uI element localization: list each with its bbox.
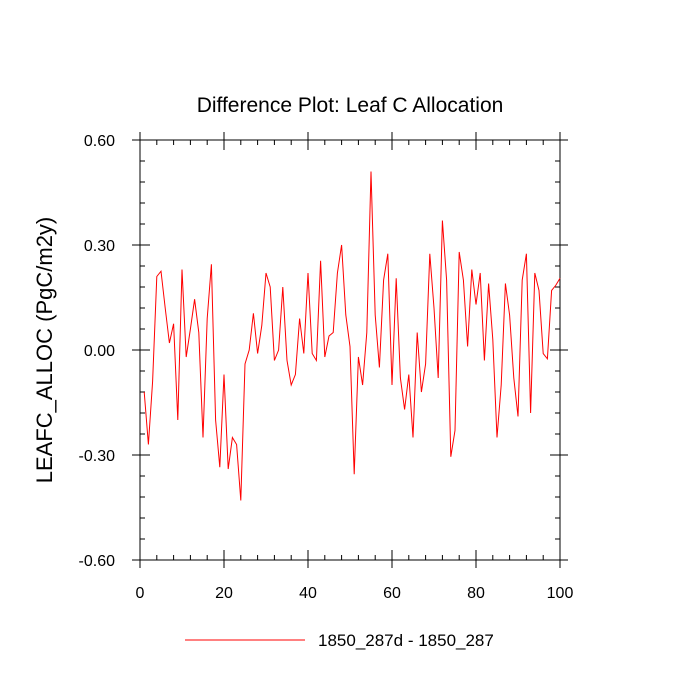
x-tick-label: 80 xyxy=(467,585,485,602)
x-tick-label: 20 xyxy=(215,585,233,602)
y-tick-label: 0.30 xyxy=(84,238,115,255)
y-tick-label: 0.00 xyxy=(84,343,115,360)
x-tick-label: 60 xyxy=(383,585,401,602)
legend-label-0: 1850_287d - 1850_287 xyxy=(318,631,494,650)
y-axis-label: LEAFC_ALLOC (PgC/m2y) xyxy=(32,217,57,484)
x-tick-label: 100 xyxy=(547,585,574,602)
chart-title: Difference Plot: Leaf C Allocation xyxy=(197,94,504,117)
y-tick-label: -0.30 xyxy=(79,448,116,465)
x-tick-label: 0 xyxy=(136,585,145,602)
y-tick-label: 0.60 xyxy=(84,133,115,150)
series-line-0 xyxy=(143,171,561,501)
y-tick-label: -0.60 xyxy=(79,553,116,570)
x-tick-label: 40 xyxy=(299,585,317,602)
legend: 1850_287d - 1850_287 xyxy=(185,631,494,650)
